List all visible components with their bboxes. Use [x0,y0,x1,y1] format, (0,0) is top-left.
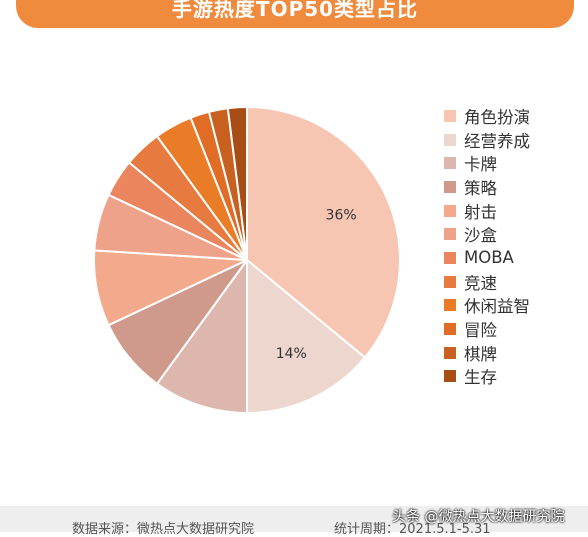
legend-item-12: 生存 [444,365,530,389]
legend-item-4: 策略 [444,175,530,199]
legend-swatch [444,133,456,146]
legend-label: MOBA [464,248,514,268]
legend-label: 竞速 [464,273,497,293]
legend-swatch [444,157,456,170]
chart-legend: 角色扮演经营养成卡牌策略射击沙盒 MOBA 竞速休闲益智冒险棋牌生存 [444,104,530,388]
watermark-text: 头条 @微热点大数据研究院 [392,509,565,525]
chart-title: 手游热度TOP50类型占比 [171,0,419,21]
legend-item-9: 休闲益智 [444,294,530,318]
legend-swatch [444,323,456,336]
legend-label: 策略 [464,178,497,198]
legend-swatch [444,299,456,312]
legend-item-1: 角色扮演 [444,104,530,128]
legend-swatch [444,228,456,241]
legend-label: 棋牌 [464,344,497,364]
legend-swatch [444,370,456,383]
legend-swatch [444,275,456,288]
pie-slice-2 [246,257,367,415]
legend-item-8: 竞速 [444,270,530,294]
legend-item-5: 射击 [444,199,530,223]
slice-value-label-1: 36% [326,208,357,224]
legend-label: 休闲益智 [464,297,530,317]
legend-swatch [444,109,456,122]
title-banner: 手游热度TOP50类型占比 [16,0,574,28]
legend-label: 沙盒 [464,226,497,246]
legend-swatch [444,180,456,193]
pie-slice-1 [246,105,401,359]
legend-label: 生存 [464,368,497,388]
legend-item-3: 卡牌 [444,151,530,175]
legend-swatch [444,346,456,359]
legend-swatch [444,204,456,217]
legend-label: 卡牌 [464,155,497,175]
legend-item-2: 经营养成 [444,128,530,152]
legend-label: 射击 [464,202,497,222]
legend-label: 角色扮演 [464,107,530,127]
slice-value-label-2: 14% [276,346,307,362]
legend-item-10: 冒险 [444,317,530,341]
legend-item-11: 棋牌 [444,341,530,365]
legend-item-7: MOBA [444,246,530,270]
legend-label: 经营养成 [464,131,530,151]
pie-slice-12 [226,105,248,261]
pie-slice-3 [155,256,248,415]
legend-item-6: 沙盒 [444,222,530,246]
legend-label: 冒险 [464,321,497,341]
footer-bar: 数据来源：微热点大数据研究院 统计周期：2021.5.1-5.31 [0,506,588,537]
data-source-text: 数据来源：微热点大数据研究院 [72,522,255,537]
legend-swatch [444,251,456,264]
